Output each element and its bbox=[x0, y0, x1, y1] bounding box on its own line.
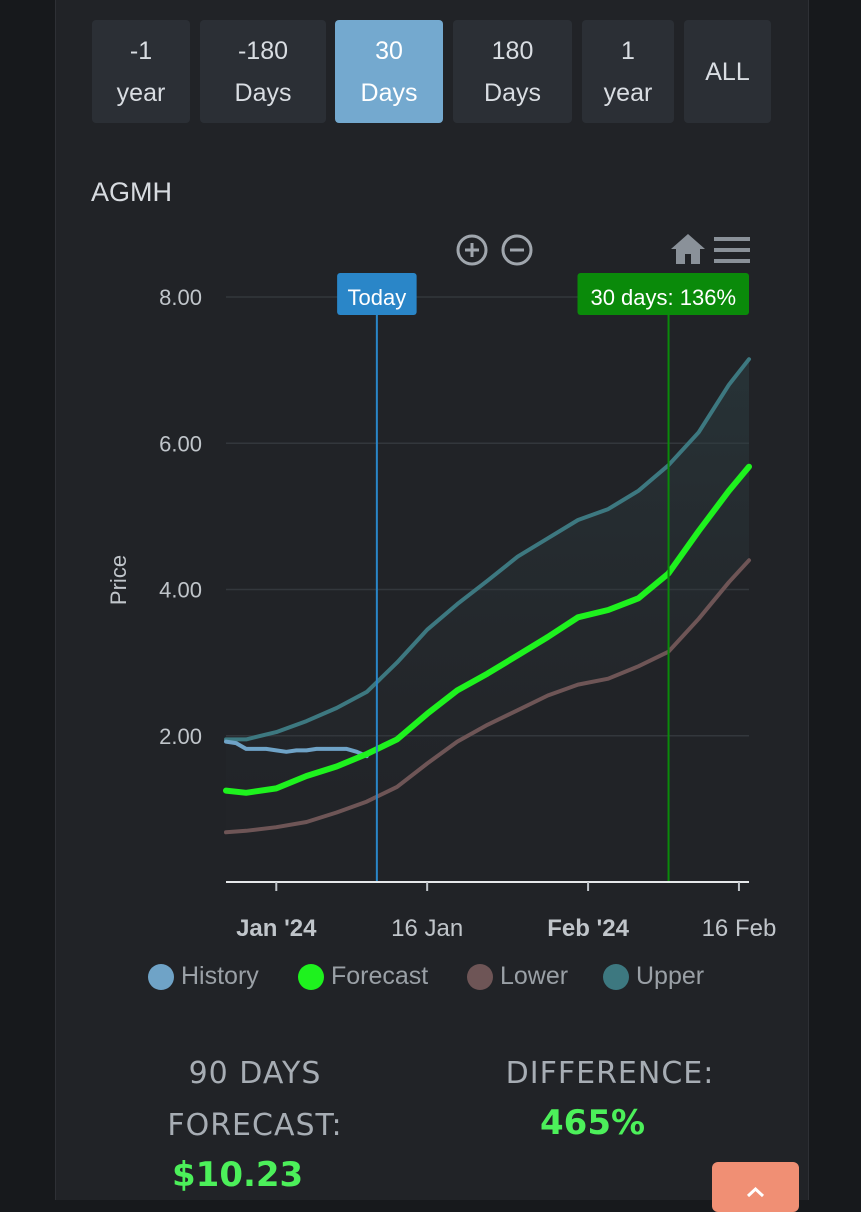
range-button-line2: year bbox=[116, 78, 166, 107]
annotation-label: Today bbox=[348, 285, 407, 310]
range-button-line1: 180 bbox=[491, 36, 534, 65]
legend-dot-history bbox=[148, 963, 174, 990]
chart-legend: History Forecast Lower Upper bbox=[0, 962, 861, 996]
range-button-minus-1-year[interactable]: -1 year bbox=[92, 20, 190, 123]
home-icon[interactable] bbox=[669, 232, 707, 266]
difference-value: 465% bbox=[540, 1103, 646, 1143]
legend-dot-upper bbox=[603, 963, 629, 990]
confidence-band bbox=[226, 359, 749, 833]
legend-label: Forecast bbox=[331, 962, 429, 990]
zoom-out-icon[interactable] bbox=[500, 233, 534, 267]
scroll-top-button[interactable] bbox=[712, 1162, 799, 1212]
range-button-line1: 1 bbox=[621, 36, 635, 65]
forecast-label-line1: 90 DAYS bbox=[188, 1056, 322, 1091]
range-button-line2: Days bbox=[360, 78, 418, 107]
zoom-in-icon[interactable] bbox=[455, 233, 489, 267]
menu-icon[interactable] bbox=[713, 236, 751, 264]
y-tick-label: 2.00 bbox=[159, 724, 202, 749]
legend-item-lower[interactable]: Lower bbox=[467, 962, 568, 991]
range-button-180-days[interactable]: 180 Days bbox=[453, 20, 572, 123]
range-button-all[interactable]: ALL bbox=[684, 20, 771, 123]
legend-dot-forecast bbox=[298, 963, 324, 990]
range-button-line1: ALL bbox=[705, 57, 750, 86]
x-tick-label: Jan '24 bbox=[236, 915, 317, 942]
y-tick-label: 6.00 bbox=[159, 431, 202, 456]
forecast-value: $10.23 bbox=[172, 1155, 304, 1195]
x-tick-label: 16 Jan bbox=[391, 915, 463, 942]
range-button-30-days[interactable]: 30 Days bbox=[335, 20, 443, 123]
legend-item-upper[interactable]: Upper bbox=[603, 962, 704, 991]
range-button-1-year[interactable]: 1 year bbox=[582, 20, 674, 123]
range-selector: -1 year -180 Days 30 Days 180 Days 1 year ALL bbox=[0, 20, 861, 124]
x-tick-label: Feb '24 bbox=[547, 915, 629, 942]
range-button-line1: 30 bbox=[375, 36, 403, 65]
range-button-line2: Days bbox=[484, 78, 541, 107]
chevron-up-icon bbox=[746, 1186, 765, 1198]
x-tick-label: 16 Feb bbox=[702, 915, 777, 942]
range-button-line1: -1 bbox=[129, 36, 153, 65]
range-button-line2: year bbox=[603, 78, 653, 107]
legend-item-history[interactable]: History bbox=[148, 962, 259, 991]
annotation-label-box bbox=[577, 273, 749, 315]
legend-label: History bbox=[181, 962, 259, 990]
range-button-line2: Days bbox=[234, 78, 292, 107]
difference-label: DIFFERENCE: bbox=[505, 1056, 715, 1091]
price-forecast-chart: Today 30 days: 136% 2.00 4.00 6.00 8.00 Jan '… bbox=[106, 273, 777, 942]
range-button-minus-180-days[interactable]: -180 Days bbox=[200, 20, 326, 123]
annotation-label: 30 days: 136% bbox=[590, 285, 736, 310]
y-axis-label: Price bbox=[106, 555, 131, 605]
y-tick-label: 4.00 bbox=[159, 578, 202, 603]
forecast-label-line2: FORECAST: bbox=[167, 1108, 343, 1143]
ticker-symbol: AGMH bbox=[91, 177, 172, 207]
annotation-label-box bbox=[337, 273, 417, 315]
legend-label: Upper bbox=[636, 962, 705, 990]
y-tick-label: 8.00 bbox=[159, 285, 202, 310]
legend-item-forecast[interactable]: Forecast bbox=[298, 962, 428, 991]
range-button-line1: -180 bbox=[237, 36, 289, 65]
legend-label: Lower bbox=[500, 962, 569, 990]
legend-dot-lower bbox=[467, 963, 493, 990]
series-line-history bbox=[224, 739, 369, 759]
